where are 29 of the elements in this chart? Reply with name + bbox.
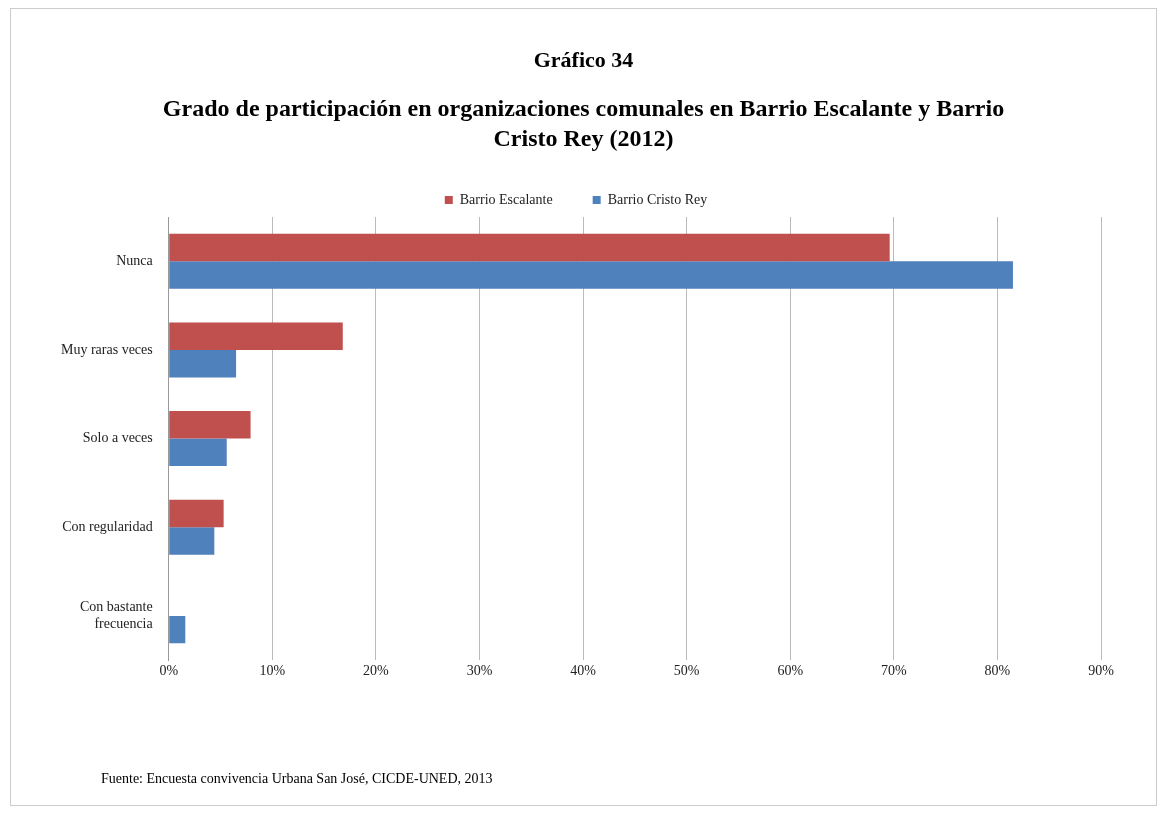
x-tick-label: 20% [363,663,390,679]
bar [169,411,251,439]
legend-label: Barrio Cristo Rey [607,191,708,207]
bar [169,615,186,644]
x-tick-label: 10% [259,663,286,679]
x-tick-label: 60% [777,663,804,679]
bar [169,322,343,350]
y-tick-label: Con bastante frecuencia [80,599,154,631]
bar [169,499,224,528]
x-tick-label: 30% [466,663,493,679]
x-tick-label: 0% [159,663,179,679]
chart-subtitle: Grado de participación en organizaciones comunales en Barrio Escalante y Barrio Cristo Rey (2012) [161,94,1006,153]
bar [169,233,890,262]
source-note: Fuente: Encuesta convivencia Urbana San José, CICDE-UNED, 2013 [101,771,493,787]
legend-label: Barrio Escalante [459,191,553,207]
bar [169,349,237,378]
y-tick-label: Con regularidad [62,518,153,534]
x-tick-label: 70% [880,663,907,679]
bar [169,261,1013,289]
x-tick-label: 40% [570,663,597,679]
bar [169,438,227,467]
y-tick-label: Solo a veces [82,430,153,446]
y-tick-label: Nunca [116,252,154,268]
x-tick-label: 90% [1088,663,1115,679]
x-tick-label: 50% [673,663,700,679]
chart-title: Gráfico 34 [532,47,635,73]
x-tick-label: 80% [984,663,1011,679]
y-tick-label: Muy raras veces [60,341,153,357]
bar [169,527,215,555]
